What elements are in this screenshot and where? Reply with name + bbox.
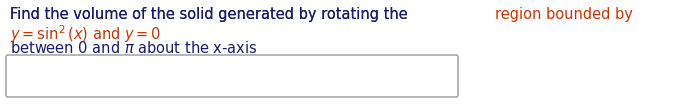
Text: Find the volume of the solid generated by rotating the: Find the volume of the solid generated b…: [10, 7, 412, 22]
Text: Find the volume of the solid generated by rotating the: Find the volume of the solid generated b…: [10, 7, 412, 22]
FancyBboxPatch shape: [6, 55, 458, 97]
Text: region bounded by: region bounded by: [495, 7, 633, 22]
Text: between 0 and $\pi$ about the x-axis: between 0 and $\pi$ about the x-axis: [10, 40, 258, 56]
Text: $y = \sin^{2}(x)$ and $y = 0$: $y = \sin^{2}(x)$ and $y = 0$: [10, 23, 161, 45]
